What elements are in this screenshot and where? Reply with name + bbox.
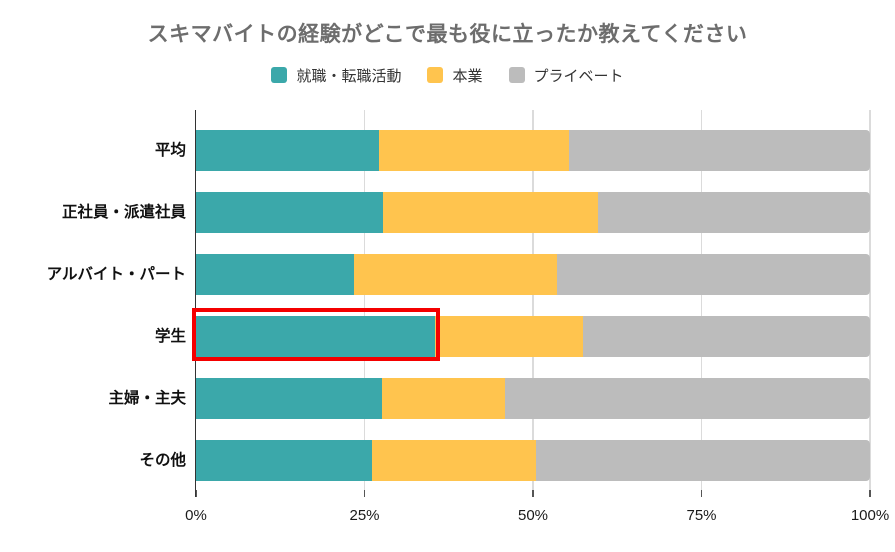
x-axis-label-0: 0% [185, 507, 207, 524]
category-label-student: 学生 [154, 328, 186, 345]
legend-item-private: プライベート [508, 65, 624, 86]
gridline-25 [363, 110, 366, 490]
category-label-average: 平均 [154, 142, 186, 159]
chart-title: スキマバイトの経験がどこで最も役に立ったか教えてください [147, 23, 748, 46]
bar-segment-average-main-job [378, 130, 570, 171]
x-axis-tick-0 [195, 490, 197, 497]
bar-segment-average-private [569, 130, 870, 171]
legend-label-private: プライベート [533, 67, 624, 85]
gridline-50 [532, 110, 534, 490]
bar-segment-average-job-hunting [196, 130, 379, 171]
bar-segment-student-job-hunting [196, 316, 435, 357]
bar-row-other [196, 440, 870, 481]
bar-segment-other-private [535, 440, 870, 481]
bar-row-fulltime-temp [196, 192, 870, 233]
category-label-housewife-husband: 主婦・主夫 [108, 390, 186, 407]
x-axis-label-25: 25% [349, 507, 380, 524]
bar-segment-housewife-husband-private [504, 378, 870, 419]
gridline-100 [869, 110, 871, 490]
y-axis-line [194, 110, 196, 497]
x-axis-tick-50 [532, 490, 534, 497]
bar-segment-housewife-husband-main-job [382, 378, 505, 419]
x-axis-label-50: 50% [517, 507, 549, 524]
legend-label-main-job: 本業 [452, 67, 483, 85]
bar-segment-fulltime-temp-private [597, 192, 870, 233]
gridline-75 [700, 110, 703, 490]
x-axis-tick-100 [869, 490, 871, 497]
legend-swatch-job-hunting [271, 67, 288, 83]
category-label-other: その他 [139, 452, 186, 469]
category-label-fulltime-temp: 正社員・派遣社員 [61, 204, 186, 221]
x-axis-tick-25 [363, 490, 366, 497]
bar-row-housewife-husband [196, 378, 870, 419]
bar-segment-parttime-job-hunting [196, 254, 354, 295]
x-axis-tick-75 [700, 490, 703, 497]
legend-item-main-job: 本業 [427, 65, 483, 86]
bar-segment-parttime-private [557, 254, 870, 295]
bar-row-parttime [196, 254, 870, 295]
chart-legend: 就職・転職活動 本業 プライベート [0, 63, 895, 87]
bar-segment-student-private [582, 316, 870, 357]
legend-swatch-private [508, 67, 525, 83]
bar-segment-parttime-main-job [353, 254, 558, 295]
bar-segment-other-job-hunting [196, 440, 372, 481]
plot-area: 0% 25% 50% 75% 100% [185, 110, 889, 524]
bar-segment-other-main-job [371, 440, 536, 481]
bar-row-student [196, 316, 870, 357]
x-axis-label-75: 75% [686, 507, 717, 524]
legend-label-job-hunting: 就職・転職活動 [296, 67, 402, 85]
legend-item-job-hunting: 就職・転職活動 [271, 65, 401, 86]
category-label-parttime: アルバイト・パート [46, 266, 186, 283]
bar-segment-fulltime-temp-main-job [383, 192, 598, 233]
legend-swatch-main-job [427, 67, 444, 83]
x-axis-label-100: 100% [850, 507, 890, 524]
bar-segment-student-main-job [434, 316, 583, 357]
bar-segment-housewife-husband-job-hunting [196, 378, 383, 419]
bar-segment-fulltime-temp-job-hunting [196, 192, 384, 233]
bar-row-average [196, 130, 870, 171]
